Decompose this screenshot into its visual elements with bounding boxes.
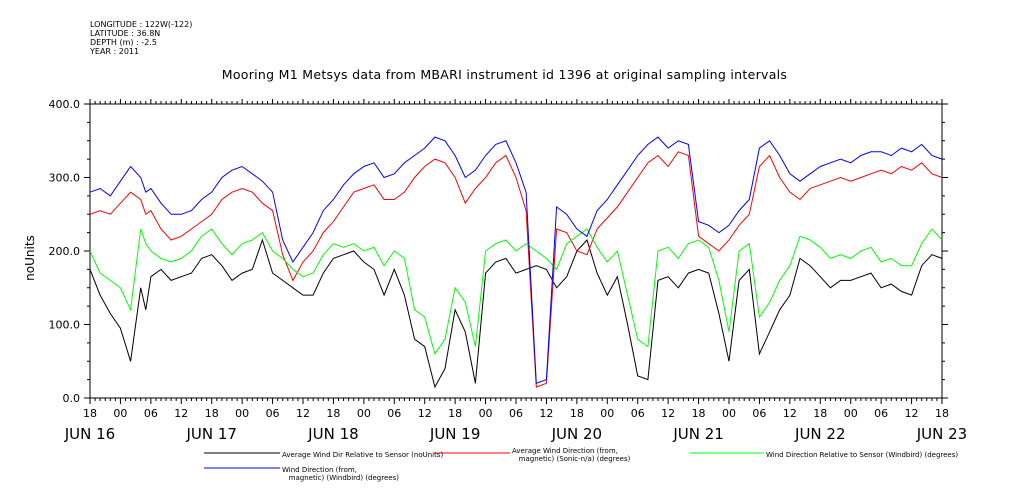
x-hour-label: 18: [83, 407, 97, 420]
year-label: YEAR : 2011: [90, 47, 140, 56]
x-hour-label: 12: [296, 407, 310, 420]
x-hour-label: 00: [357, 407, 371, 420]
x-hour-label: 06: [387, 407, 401, 420]
x-hour-label: 06: [266, 407, 280, 420]
x-hour-label: 00: [235, 407, 249, 420]
legend-text-blue: Wind Direction (from, magnetic) (Windbir…: [282, 466, 399, 482]
x-day-label: JUN 22: [794, 425, 845, 443]
x-day-label: JUN 23: [916, 425, 967, 443]
x-hour-label: 12: [783, 407, 797, 420]
legend-text-green: Wind Direction Relative to Sensor (Windb…: [766, 451, 959, 459]
x-hour-label: 00: [844, 407, 858, 420]
series-line-3: [89, 136, 943, 385]
series-line-0: [89, 238, 943, 389]
y-axis-label: noUnits: [23, 235, 37, 281]
x-hour-label: 18: [692, 407, 706, 420]
depth-label: DEPTH (m) : -2.5: [90, 38, 157, 47]
x-hour-label: 06: [509, 407, 523, 420]
x-day-label: JUN 20: [551, 425, 602, 443]
x-hour-label: 06: [752, 407, 766, 420]
x-hour-label: 00: [479, 407, 493, 420]
y-tick-label: 200.0: [49, 245, 81, 258]
x-hour-label: 12: [905, 407, 919, 420]
series-line-2: [89, 228, 943, 356]
x-day-label: JUN 16: [64, 425, 115, 443]
tick-labels: 0.0 100.0 200.0 300.0 400.0 18 00 06 12 18 00 06 12 1…: [49, 98, 968, 443]
chart-title: Mooring M1 Metsys data from MBARI instru…: [221, 67, 788, 82]
legend-text-black: Average Wind Dir Relative to Sensor (noU…: [282, 451, 444, 459]
x-hour-label: 18: [935, 407, 949, 420]
y-tick-label: 0.0: [63, 392, 81, 405]
latitude-label: LATITUDE : 36.8N: [90, 29, 161, 38]
x-hour-label: 18: [448, 407, 462, 420]
x-day-label: JUN 18: [307, 425, 358, 443]
x-day-label: JUN 21: [672, 425, 723, 443]
x-hour-label: 06: [874, 407, 888, 420]
x-hour-label: 18: [813, 407, 827, 420]
series-layer: [89, 136, 943, 389]
x-hour-label: 12: [539, 407, 553, 420]
x-hour-label: 00: [600, 407, 614, 420]
legend-text-red: Average Wind Direction (from, magnetic) …: [512, 447, 631, 463]
x-hour-label: 12: [418, 407, 432, 420]
x-day-label: JUN 19: [429, 425, 480, 443]
x-day-label: JUN 17: [185, 425, 236, 443]
x-hour-label: 00: [113, 407, 127, 420]
axes-frame: [84, 99, 948, 469]
y-tick-label: 400.0: [49, 98, 81, 111]
x-hour-label: 12: [174, 407, 188, 420]
x-hour-label: 18: [205, 407, 219, 420]
y-tick-label: 100.0: [49, 319, 81, 332]
x-hour-label: 06: [144, 407, 158, 420]
x-hour-label: 06: [631, 407, 645, 420]
y-tick-label: 300.0: [49, 172, 81, 185]
longitude-label: LONGITUDE : 122W(-122): [90, 20, 193, 29]
x-hour-label: 18: [326, 407, 340, 420]
x-hour-label: 00: [722, 407, 736, 420]
series-line-1: [89, 151, 943, 388]
x-hour-label: 18: [570, 407, 584, 420]
x-hour-label: 12: [661, 407, 675, 420]
